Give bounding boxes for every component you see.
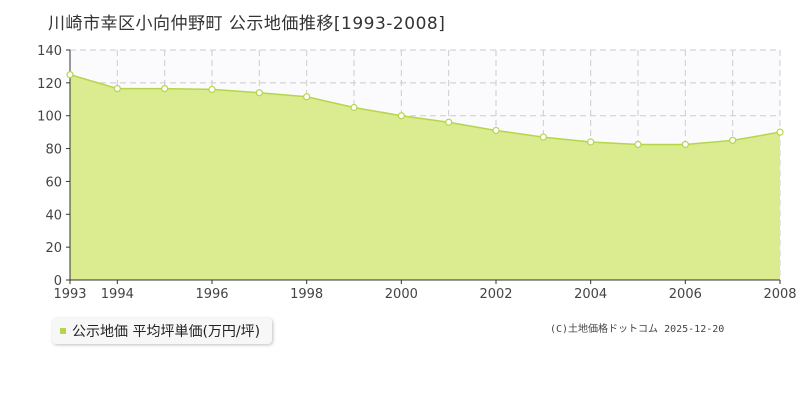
x-tick-label-1998: 1998 bbox=[290, 287, 323, 302]
series-line bbox=[69, 73, 781, 146]
data-point-2008 bbox=[776, 128, 784, 136]
y-tick-label-60: 60 bbox=[45, 175, 62, 190]
legend-label: 公示地価 平均坪単価(万円/坪) bbox=[72, 324, 261, 340]
data-point-1994 bbox=[113, 85, 121, 93]
data-point-2006 bbox=[681, 140, 689, 149]
data-point-2001 bbox=[445, 118, 453, 126]
data-point-1995 bbox=[161, 85, 169, 93]
y-tick-labels: 0 20 40 60 80 100 120 140 bbox=[37, 44, 70, 289]
data-point-1999 bbox=[350, 103, 358, 112]
data-points bbox=[66, 71, 784, 149]
data-point-2003 bbox=[539, 133, 547, 141]
x-tick-label-2004: 2004 bbox=[574, 287, 607, 302]
data-point-2007 bbox=[729, 136, 737, 144]
data-point-1997 bbox=[255, 89, 263, 97]
x-tick-label-1993: 1993 bbox=[53, 287, 86, 302]
y-tick-label-80: 80 bbox=[45, 143, 62, 158]
data-point-1996 bbox=[208, 85, 216, 94]
y-tick-label-140: 140 bbox=[37, 44, 62, 59]
data-point-2002 bbox=[492, 126, 500, 135]
data-point-2005 bbox=[634, 140, 642, 149]
data-point-1993 bbox=[66, 71, 74, 79]
data-point-1998 bbox=[303, 93, 311, 101]
chart-title: 川崎市幸区小向仲野町 公示地価推移[1993-2008] bbox=[48, 14, 446, 34]
x-tick-label-1994: 1994 bbox=[101, 287, 134, 302]
y-tick-label-40: 40 bbox=[45, 208, 62, 223]
data-point-2004 bbox=[587, 138, 595, 146]
legend-swatch bbox=[60, 328, 66, 334]
axes bbox=[69, 50, 780, 281]
x-tick-label-2000: 2000 bbox=[385, 287, 418, 302]
x-tick-label-1996: 1996 bbox=[195, 287, 228, 302]
y-tick-label-20: 20 bbox=[45, 241, 62, 256]
series-area bbox=[70, 74, 780, 280]
y-tick-label-0: 0 bbox=[54, 274, 62, 289]
legend: 公示地価 平均坪単価(万円/坪) bbox=[52, 318, 273, 344]
x-tick-label-2006: 2006 bbox=[669, 287, 702, 302]
x-tick-labels: 1993 1994 1996 1998 2000 2002 2004 2006 2008 bbox=[53, 280, 797, 302]
x-tick-label-2008: 2008 bbox=[763, 287, 796, 302]
data-point-2000 bbox=[397, 112, 405, 120]
y-tick-label-100: 100 bbox=[37, 110, 62, 125]
credit-text: (C)土地価格ドットコム 2025-12-20 bbox=[550, 324, 725, 335]
y-tick-label-120: 120 bbox=[37, 77, 62, 92]
x-tick-label-2002: 2002 bbox=[479, 287, 512, 302]
